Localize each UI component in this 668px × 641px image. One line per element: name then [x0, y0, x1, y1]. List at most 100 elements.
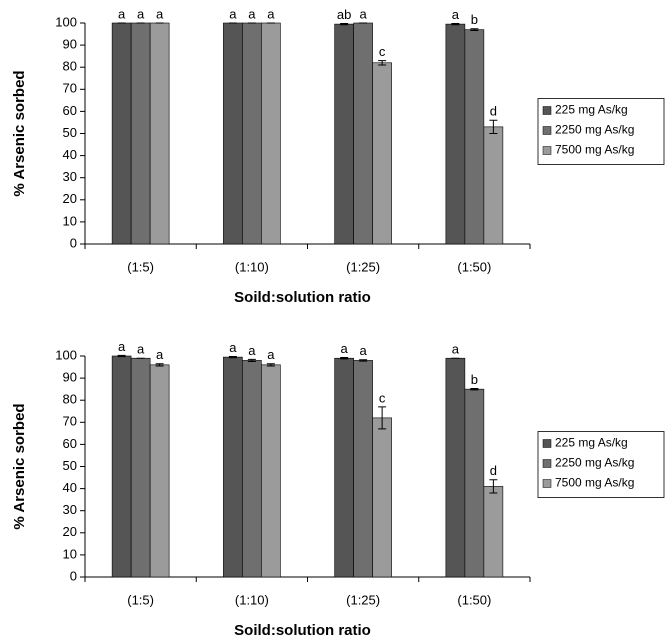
x-tick-label: (1:5) [127, 259, 154, 274]
y-tick-label: 20 [63, 524, 77, 539]
bar [111, 355, 132, 578]
legend-swatch [542, 146, 552, 155]
significance-label: d [490, 104, 497, 119]
error-bar [340, 357, 349, 360]
error-bar [489, 479, 498, 494]
bar [261, 364, 281, 578]
error-bar [228, 355, 237, 359]
significance-label: a [452, 342, 460, 357]
y-tick-label: 10 [63, 213, 77, 228]
significance-label: c [379, 44, 386, 59]
x-tick-label: (1:50) [457, 259, 491, 274]
bar [223, 22, 243, 245]
significance-label: a [137, 6, 145, 21]
legend-label: 2250 mg As/kg [555, 123, 634, 137]
significance-label: b [471, 12, 478, 27]
y-tick-label: 90 [63, 370, 77, 385]
error-bar [340, 22, 349, 26]
bar [464, 29, 485, 245]
bar [130, 357, 151, 578]
significance-label: c [379, 390, 386, 405]
legend-box [537, 98, 665, 165]
x-axis-title: Soild:solution ratio [234, 622, 371, 639]
error-bar [489, 119, 498, 134]
bar [334, 23, 354, 245]
legend-label: 7500 mg As/kg [555, 143, 634, 157]
y-tick-label: 70 [63, 81, 77, 96]
significance-label: a [118, 339, 126, 354]
significance-label: a [267, 6, 275, 21]
legend-label: 7500 mg As/kg [555, 476, 634, 490]
bar [483, 486, 504, 578]
bar [445, 357, 466, 578]
y-tick-label: 30 [63, 502, 77, 517]
bar [353, 22, 373, 245]
significance-label: a [156, 347, 164, 362]
error-bar [247, 358, 256, 363]
bar [261, 22, 281, 245]
error-bar [378, 406, 387, 430]
x-tick-label: (1:5) [127, 592, 154, 607]
significance-label: a [452, 7, 460, 22]
legend-swatch [542, 459, 552, 468]
error-bar [359, 359, 368, 362]
x-tick-label: (1:25) [346, 592, 380, 607]
y-tick-label: 0 [70, 235, 77, 250]
bar [111, 22, 132, 245]
y-axis-title: % Arsenic sorbed [11, 70, 28, 196]
bar [242, 22, 262, 245]
significance-label: a [248, 6, 256, 21]
significance-label: a [360, 343, 368, 358]
legend-swatch [542, 479, 552, 488]
significance-label: a [118, 6, 126, 21]
x-tick-label: (1:25) [346, 259, 380, 274]
bar [464, 388, 485, 578]
error-bar [378, 60, 387, 66]
legend-swatch [542, 106, 552, 115]
bar [353, 360, 373, 578]
x-tick-label: (1:10) [235, 259, 269, 274]
x-tick-label: (1:10) [235, 592, 269, 607]
y-tick-label: 60 [63, 103, 77, 118]
bar [242, 360, 262, 578]
legend-swatch [542, 439, 552, 448]
bar [130, 22, 151, 245]
x-tick-label: (1:50) [457, 592, 491, 607]
significance-label: d [490, 463, 497, 478]
error-bar [470, 28, 479, 32]
bar [372, 417, 392, 578]
y-tick-label: 0 [70, 568, 77, 583]
y-axis-title: % Arsenic sorbed [11, 403, 28, 529]
y-tick-label: 100 [55, 14, 77, 29]
x-axis-title: Soild:solution ratio [234, 289, 371, 306]
y-tick-label: 40 [63, 147, 77, 162]
y-tick-label: 90 [63, 37, 77, 52]
y-tick-label: 20 [63, 191, 77, 206]
y-tick-label: 100 [55, 347, 77, 362]
y-tick-label: 60 [63, 436, 77, 451]
bar [149, 364, 170, 578]
y-tick-label: 50 [63, 125, 77, 140]
significance-label: a [341, 341, 349, 356]
significance-label: a [360, 6, 368, 21]
significance-label: a [156, 6, 164, 21]
significance-label: a [137, 342, 145, 357]
bar [483, 126, 504, 245]
bar [334, 357, 354, 578]
y-tick-label: 30 [63, 169, 77, 184]
error-bar [155, 363, 164, 367]
significance-label: a [229, 340, 237, 355]
bar [149, 22, 170, 245]
significance-label: a [248, 343, 256, 358]
error-bar [266, 363, 275, 367]
error-bar [451, 22, 460, 26]
bar [223, 356, 243, 578]
y-tick-label: 80 [63, 392, 77, 407]
y-tick-label: 80 [63, 59, 77, 74]
legend-label: 2250 mg As/kg [555, 456, 634, 470]
error-bar [117, 354, 126, 358]
bar [372, 62, 392, 245]
legend-label: 225 mg As/kg [555, 103, 628, 117]
y-tick-label: 40 [63, 480, 77, 495]
significance-label: a [229, 6, 237, 21]
